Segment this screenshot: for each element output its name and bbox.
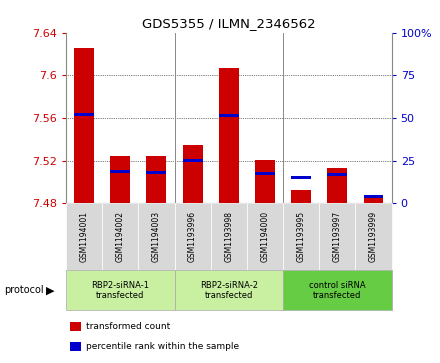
Text: GSM1193995: GSM1193995 — [297, 211, 306, 262]
Bar — [219, 114, 239, 118]
Title: GDS5355 / ILMN_2346562: GDS5355 / ILMN_2346562 — [142, 17, 315, 30]
Text: GSM1193998: GSM1193998 — [224, 211, 233, 262]
Bar — [147, 171, 166, 174]
Bar — [291, 191, 311, 203]
Text: transformed count: transformed count — [86, 322, 170, 331]
Text: GSM1194003: GSM1194003 — [152, 211, 161, 262]
Text: GSM1194001: GSM1194001 — [80, 211, 88, 262]
Bar — [327, 173, 347, 176]
Bar — [255, 172, 275, 175]
Text: RBP2-siRNA-2
transfected: RBP2-siRNA-2 transfected — [200, 281, 258, 300]
Bar — [74, 48, 94, 203]
Text: GSM1193999: GSM1193999 — [369, 211, 378, 262]
Bar — [363, 196, 384, 203]
Text: GSM1194002: GSM1194002 — [116, 211, 125, 262]
Bar — [110, 170, 130, 173]
Text: percentile rank within the sample: percentile rank within the sample — [86, 342, 239, 351]
Text: control siRNA
transfected: control siRNA transfected — [309, 281, 366, 300]
Bar — [110, 156, 130, 203]
Bar — [74, 113, 94, 117]
Bar — [255, 160, 275, 203]
Bar — [183, 159, 202, 162]
Bar — [147, 156, 166, 203]
Text: GSM1193997: GSM1193997 — [333, 211, 342, 262]
Bar — [183, 144, 202, 203]
Bar — [219, 68, 239, 203]
Text: ▶: ▶ — [46, 285, 55, 295]
Bar — [327, 168, 347, 203]
Text: protocol: protocol — [4, 285, 44, 295]
Text: GSM1194000: GSM1194000 — [260, 211, 269, 262]
Text: GSM1193996: GSM1193996 — [188, 211, 197, 262]
Bar — [291, 176, 311, 179]
Bar — [363, 195, 384, 199]
Text: RBP2-siRNA-1
transfected: RBP2-siRNA-1 transfected — [91, 281, 149, 300]
